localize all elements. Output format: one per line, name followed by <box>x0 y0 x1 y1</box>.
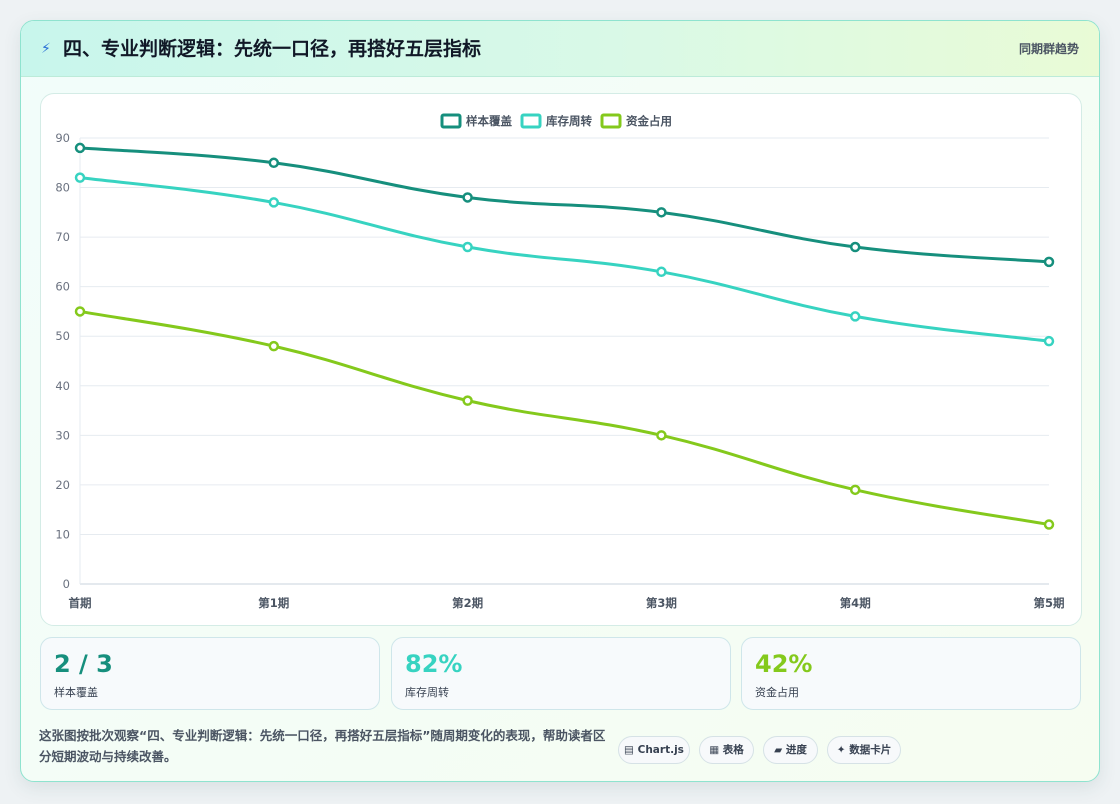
table-icon: ▦ <box>709 744 720 756</box>
data-point <box>74 142 86 154</box>
legend-swatch <box>440 113 462 129</box>
y-tick-label: 80 <box>55 181 70 195</box>
stat-card-capital-occupation: 42% 资金占用 <box>741 637 1081 710</box>
pill-label: 表格 <box>722 744 744 756</box>
x-tick-label: 第3期 <box>646 596 677 610</box>
x-tick-label: 第4期 <box>840 596 871 610</box>
y-tick-label: 60 <box>55 280 70 294</box>
legend-label: 样本覆盖 <box>466 114 512 128</box>
x-tick-label: 第2期 <box>452 596 483 610</box>
data-point <box>849 241 861 253</box>
y-tick-label: 20 <box>55 478 70 492</box>
data-point <box>462 241 473 253</box>
series-line-3 <box>79 309 1050 527</box>
pill-datacard[interactable]: ✦ 数据卡片 <box>827 736 901 764</box>
series-line-1 <box>79 146 1050 264</box>
series-line-2 <box>79 176 1050 343</box>
stat-label: 资金占用 <box>755 686 799 699</box>
data-point <box>74 306 86 317</box>
chart-icon: ▤ <box>624 744 634 756</box>
data-point <box>849 484 861 496</box>
data-point <box>656 207 667 218</box>
pill-label: 进度 <box>785 744 807 756</box>
stat-label: 样本覆盖 <box>54 686 98 699</box>
chart-card: ⚡ 四、专业判断逻辑：先统一口径，再搭好五层指标 同期群趋势 0 10 20 30 40… <box>20 20 1100 782</box>
data-point <box>462 192 473 203</box>
data-point <box>74 172 86 183</box>
x-tick-label: 第1期 <box>258 596 289 610</box>
line-chart-panel: 0 10 20 30 40 50 60 70 80 90 首期 第1期 第2期 第3期 第4期 第5期 样本覆盖… <box>40 93 1082 626</box>
stat-value: 82% <box>405 650 463 678</box>
header-right-label: 同期群趋势 <box>1018 42 1079 56</box>
pill-label: Chart.js <box>637 744 684 756</box>
data-point <box>1043 335 1055 347</box>
datacard-icon: ✦ <box>836 744 846 756</box>
stat-value: 2 / 3 <box>54 650 113 678</box>
legend-swatch <box>520 113 542 129</box>
pill-progress[interactable]: ▰ 进度 <box>763 736 818 764</box>
y-tick-label: 90 <box>55 131 70 145</box>
pill-label: 数据卡片 <box>849 744 892 756</box>
data-point <box>268 340 280 352</box>
legend-label: 资金占用 <box>626 114 672 128</box>
stat-card-sample-coverage: 2 / 3 样本覆盖 <box>40 637 380 710</box>
legend-label: 库存周转 <box>546 114 592 128</box>
legend-swatch <box>600 113 622 129</box>
stat-value: 42% <box>755 650 813 678</box>
y-tick-label: 50 <box>55 329 70 343</box>
x-tick-label: 首期 <box>69 596 92 610</box>
y-tick-label: 0 <box>63 577 70 591</box>
data-point <box>656 430 667 441</box>
y-tick-label: 70 <box>55 230 70 244</box>
y-tick-label: 10 <box>55 527 70 541</box>
line-chart: 0 10 20 30 40 50 60 70 80 90 首期 第1期 第2期 第3期 第4期 第5期 样本覆盖… <box>55 113 1065 610</box>
card-header: ⚡ 四、专业判断逻辑：先统一口径，再搭好五层指标 同期群趋势 <box>21 21 1099 77</box>
pill-table[interactable]: ▦ 表格 <box>699 736 754 764</box>
data-point <box>462 395 473 406</box>
x-tick-label: 第5期 <box>1033 596 1064 610</box>
progress-icon: ▰ <box>774 744 783 756</box>
page-title: 四、专业判断逻辑：先统一口径，再搭好五层指标 <box>63 38 482 60</box>
stat-card-inventory-turnover: 82% 库存周转 <box>391 637 731 710</box>
data-point <box>1043 519 1055 530</box>
pill-chartjs[interactable]: ▤ Chart.js <box>618 736 690 764</box>
y-tick-label: 40 <box>55 379 70 393</box>
stat-label: 库存周转 <box>405 686 449 699</box>
data-point <box>1043 256 1055 268</box>
data-point <box>268 157 280 169</box>
chart-description: 这张图按批次观察“四、专业判断逻辑：先统一口径，再搭好五层指标”随周期变化的表现… <box>39 728 606 764</box>
data-point <box>656 266 667 278</box>
data-point <box>849 311 861 322</box>
bolt-icon: ⚡ <box>41 41 51 57</box>
data-point <box>268 197 280 208</box>
y-tick-label: 30 <box>55 428 70 442</box>
